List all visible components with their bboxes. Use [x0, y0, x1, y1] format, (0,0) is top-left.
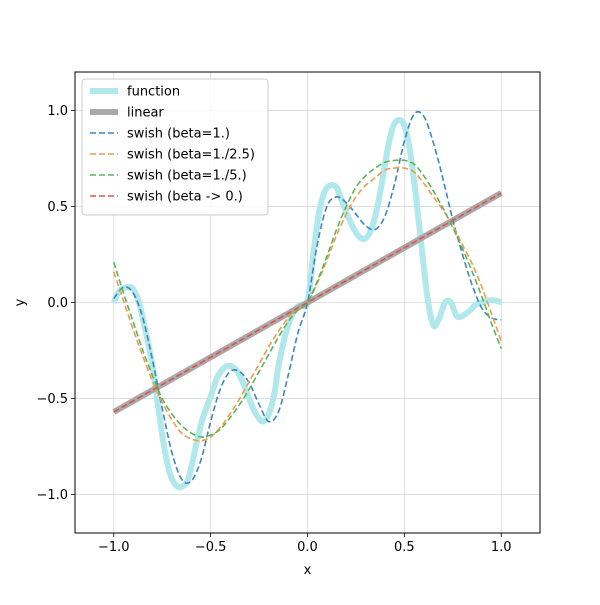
legend-label-1: linear [127, 106, 164, 121]
y-axis-title: y [13, 298, 28, 306]
x-tick-label-4: 1.0 [491, 540, 512, 555]
y-tick-label-3: 0.5 [47, 200, 68, 215]
y-tick-label-4: 1.0 [47, 104, 68, 119]
series-line-5 [113, 192, 502, 413]
legend: function linear swish (beta=1.) swish (beta… [81, 78, 269, 216]
x-tick-label-3: 0.5 [394, 540, 415, 555]
x-tick-label-0: −1.0 [98, 540, 130, 555]
y-tick-label-1: −0.5 [36, 392, 68, 407]
y-tick-label-2: 0.0 [47, 296, 68, 311]
legend-label-5: swish (beta -> 0.) [127, 190, 243, 205]
series-layer [111, 110, 503, 491]
legend-label-0: function [127, 85, 180, 100]
ticks: −1.0 −0.5 0.0 0.5 1.0 −1.0 −0.5 0.0 0.5 1.0 [36, 104, 511, 555]
series-line-3 [112, 166, 503, 442]
series-line-4 [112, 159, 502, 438]
legend-label-2: swish (beta=1.) [127, 127, 230, 142]
series-line-2 [113, 110, 502, 485]
legend-label-4: swish (beta=1./5.) [127, 169, 247, 184]
x-tick-label-1: −0.5 [195, 540, 227, 555]
legend-label-3: swish (beta=1./2.5) [127, 148, 255, 163]
legend-box [81, 78, 269, 216]
x-axis-title: x [304, 563, 312, 578]
x-tick-label-2: 0.0 [297, 540, 318, 555]
y-tick-label-0: −1.0 [36, 488, 68, 503]
